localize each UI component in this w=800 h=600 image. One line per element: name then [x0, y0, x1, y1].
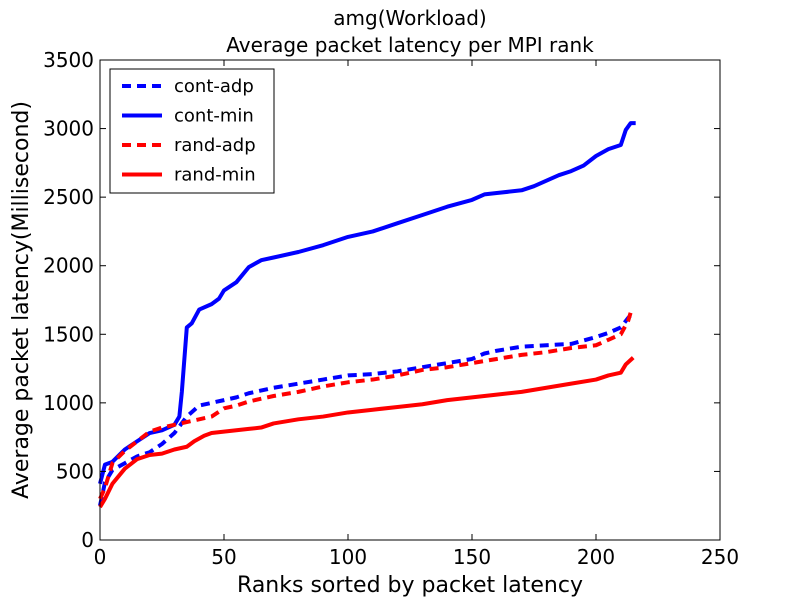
x-axis-ticks: 0 50 100 150 200 250 — [94, 60, 739, 569]
x-tick-label: 0 — [94, 545, 107, 569]
y-tick-label: 0 — [81, 528, 94, 552]
y-tick-label: 1000 — [43, 391, 94, 415]
x-axis-label: Ranks sorted by packet latency — [237, 573, 583, 598]
series-layer — [98, 121, 636, 509]
legend-label-rand-min: rand-min — [174, 165, 256, 186]
legend-box — [109, 68, 275, 194]
y-axis-label: Average packet latency(Millisecond) — [9, 101, 34, 499]
y-tick-label: 1500 — [43, 322, 94, 346]
x-tick-label: 100 — [329, 545, 367, 569]
x-tick-label: 200 — [577, 545, 615, 569]
x-tick-label: 250 — [701, 545, 739, 569]
y-tick-label: 2500 — [43, 185, 94, 209]
y-tick-label: 3000 — [43, 117, 94, 141]
x-tick-label: 50 — [211, 545, 236, 569]
series-line-cont-adp — [98, 313, 633, 507]
plot-frame — [99, 59, 721, 541]
y-tick-label: 3500 — [43, 48, 94, 72]
series-line-rand-adp — [98, 311, 633, 500]
chart-title: amg(Workload) — [333, 6, 486, 30]
series-line-rand-min — [98, 356, 635, 509]
legend-label-cont-adp: cont-adp — [174, 76, 254, 97]
x-tick-label: 150 — [453, 545, 491, 569]
y-axis-ticks: 0 500 1000 1500 2000 2500 3000 3500 — [43, 48, 720, 552]
y-tick-label: 500 — [56, 459, 94, 483]
legend: cont-adp cont-min rand-adp rand-min — [109, 68, 275, 194]
chart-subtitle: Average packet latency per MPI rank — [226, 33, 594, 57]
legend-label-cont-min: cont-min — [174, 106, 254, 127]
legend-label-rand-adp: rand-adp — [174, 135, 256, 156]
y-tick-label: 2000 — [43, 254, 94, 278]
